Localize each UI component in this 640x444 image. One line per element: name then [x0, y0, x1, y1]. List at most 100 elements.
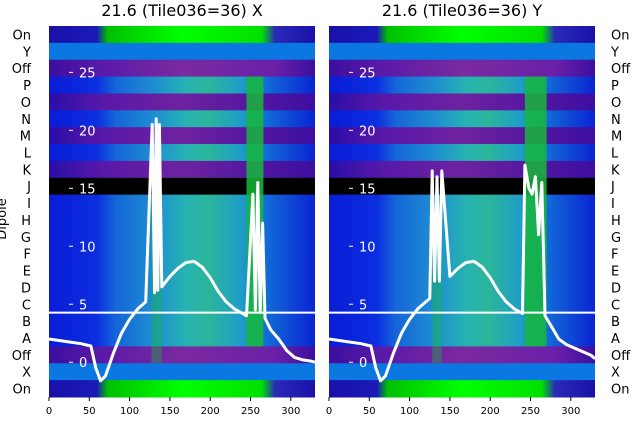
row-label-right: J [610, 180, 615, 195]
row-k-band [49, 160, 315, 179]
row-label-left: Y [22, 45, 31, 60]
panel-x-title: 21.6 (Tile036=36) X [101, 1, 263, 20]
row-on-band [329, 380, 595, 398]
row-l-band [49, 144, 315, 162]
overlay-y-tick-label: 25 [79, 66, 96, 81]
row-label-right: G [611, 231, 621, 246]
panel-x-plot: 0 5 10 15 20 25 [48, 26, 316, 398]
panel-x: 21.6 (Tile036=36) X 0 5 10 15 20 25 0 50 100 150… [46, 1, 316, 417]
row-label-left: P [23, 79, 31, 94]
row-c-band [49, 295, 315, 314]
overlay-y-tick-label: 20 [79, 124, 96, 139]
row-d-band [329, 278, 595, 297]
row-label-right: Off [611, 349, 631, 364]
row-label-left: C [22, 298, 31, 313]
panel-y-x-ticks: 0 50 100 150 200 250 300 [326, 397, 580, 417]
row-h-band [49, 211, 315, 229]
x-tick-label: 300 [281, 406, 300, 417]
row-o-band [329, 93, 595, 111]
row-label-left: B [22, 315, 31, 330]
row-b-band [49, 312, 315, 331]
overlay-y-tick-label: 15 [359, 182, 376, 197]
row-c-band [329, 295, 595, 314]
overlay-y-tick-label: 5 [359, 298, 367, 313]
row-label-right: P [611, 79, 619, 94]
row-label-left: A [22, 332, 31, 347]
row-label-right: O [611, 96, 621, 111]
row-label-left: J [26, 180, 31, 195]
row-y-band [329, 42, 595, 61]
row-label-left: M [20, 130, 31, 145]
row-x-band [49, 363, 315, 381]
x-tick-label: 300 [561, 406, 580, 417]
x-tick-label: 200 [481, 406, 500, 417]
row-x-band [329, 363, 595, 381]
row-label-left: K [22, 163, 31, 178]
row-y-band [49, 42, 315, 61]
row-on-band [49, 380, 315, 398]
row-label-right: A [611, 332, 620, 347]
x-tick-label: 50 [83, 406, 96, 417]
row-off-band [49, 346, 315, 364]
row-label-right: Off [611, 62, 631, 77]
row-label-left: Off [12, 62, 32, 77]
panel-x-x-ticks: 0 50 100 150 200 250 300 [46, 397, 300, 417]
overlay-y-tick-label: 0 [359, 356, 367, 371]
row-l-band [329, 144, 595, 162]
x-tick-label: 150 [440, 406, 459, 417]
row-label-left: E [23, 265, 31, 280]
row-label-right: N [611, 113, 621, 128]
saturated-column-1 [432, 211, 442, 364]
row-label-left: H [21, 214, 31, 229]
x-tick-label: 0 [326, 406, 332, 417]
row-o-band [49, 93, 315, 111]
row-label-right: H [611, 214, 621, 229]
row-label-right: X [611, 366, 620, 381]
row-label-left: X [22, 366, 31, 381]
panel-y: 21.6 (Tile036=36) Y 0 5 10 15 20 25 0 50 100 150… [326, 1, 596, 417]
row-label-right: On [611, 383, 629, 398]
row-label-right: On [611, 28, 629, 43]
overlay-line-0 [328, 163, 596, 383]
row-label-left: On [13, 383, 31, 398]
x-tick-label: 250 [521, 406, 540, 417]
row-label-left: N [21, 113, 31, 128]
row-label-left: F [24, 248, 31, 263]
overlay-y-tick-label: 10 [79, 240, 96, 255]
row-label-right: E [611, 265, 619, 280]
row-label-right: L [611, 146, 619, 161]
overlay-y-tick-label: 20 [359, 124, 376, 139]
row-label-left: Off [12, 349, 32, 364]
row-label-right: C [611, 298, 620, 313]
row-label-left: D [21, 281, 31, 296]
row-label-right: I [611, 197, 615, 212]
row-on-band [49, 26, 315, 44]
row-b-band [329, 312, 595, 331]
overlay-y-tick-label: 10 [359, 240, 376, 255]
row-label-right: D [611, 281, 621, 296]
row-label-left: O [21, 96, 31, 111]
x-tick-label: 150 [160, 406, 179, 417]
row-label-right: B [611, 315, 620, 330]
row-label-right: Y [610, 45, 619, 60]
panel-y-title: 21.6 (Tile036=36) Y [382, 1, 543, 20]
row-on-band [329, 26, 595, 44]
overlay-line-0 [48, 117, 316, 383]
panel-y-plot: 0 5 10 15 20 25 [328, 26, 596, 398]
saturated-column-0 [524, 76, 547, 347]
row-off-band [49, 59, 315, 78]
x-tick-label: 200 [201, 406, 220, 417]
overlay-y-tick-label: 0 [79, 356, 87, 371]
overlay-y-tick-label: 15 [79, 182, 96, 197]
row-h-band [329, 211, 595, 229]
row-off-band [329, 59, 595, 78]
row-label-right: F [611, 248, 618, 263]
x-tick-label: 50 [363, 406, 376, 417]
x-tick-label: 100 [400, 406, 419, 417]
x-tick-label: 250 [241, 406, 260, 417]
x-tick-label: 0 [46, 406, 52, 417]
row-label-right: M [611, 130, 622, 145]
